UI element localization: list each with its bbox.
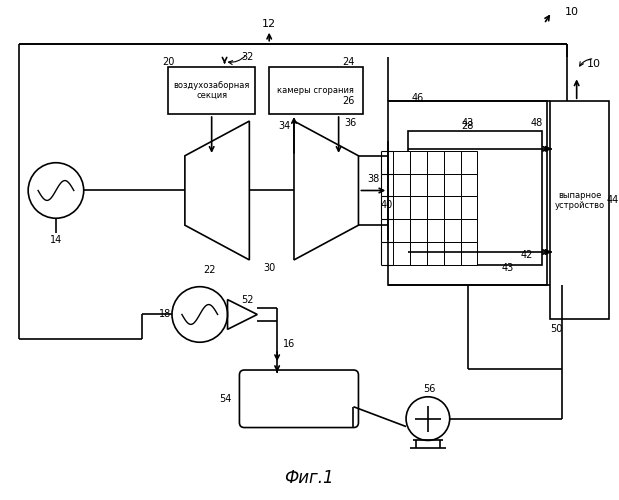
- Text: 10: 10: [587, 58, 600, 68]
- FancyBboxPatch shape: [410, 174, 427, 197]
- FancyBboxPatch shape: [393, 220, 410, 242]
- Text: 42: 42: [521, 250, 533, 260]
- FancyBboxPatch shape: [240, 370, 358, 428]
- Text: 56: 56: [423, 384, 436, 394]
- Text: 40: 40: [380, 200, 392, 210]
- Text: 12: 12: [262, 19, 276, 29]
- FancyBboxPatch shape: [427, 151, 444, 174]
- Text: 26: 26: [342, 96, 355, 106]
- FancyBboxPatch shape: [393, 174, 410, 197]
- Text: 52: 52: [241, 294, 254, 304]
- FancyBboxPatch shape: [444, 151, 461, 174]
- Text: 16: 16: [283, 339, 295, 349]
- FancyBboxPatch shape: [461, 196, 477, 220]
- FancyBboxPatch shape: [461, 242, 477, 265]
- Text: 20: 20: [162, 56, 174, 66]
- Text: 50: 50: [551, 324, 563, 334]
- FancyBboxPatch shape: [427, 174, 444, 197]
- FancyBboxPatch shape: [410, 242, 427, 265]
- FancyBboxPatch shape: [393, 196, 410, 220]
- FancyBboxPatch shape: [408, 131, 542, 265]
- Text: 30: 30: [263, 263, 275, 273]
- Text: камеры сгорания: камеры сгорания: [277, 86, 354, 95]
- FancyBboxPatch shape: [410, 196, 427, 220]
- FancyBboxPatch shape: [427, 242, 444, 265]
- Text: 38: 38: [367, 174, 379, 184]
- FancyBboxPatch shape: [444, 196, 461, 220]
- Text: 10: 10: [565, 7, 579, 17]
- Text: 28: 28: [461, 121, 474, 131]
- Text: 22: 22: [204, 265, 216, 275]
- FancyBboxPatch shape: [427, 196, 444, 220]
- FancyBboxPatch shape: [410, 151, 427, 174]
- Text: 36: 36: [344, 118, 357, 128]
- Text: 34: 34: [278, 121, 290, 131]
- FancyBboxPatch shape: [461, 151, 477, 174]
- Text: 44: 44: [606, 196, 618, 205]
- FancyBboxPatch shape: [388, 101, 547, 284]
- FancyBboxPatch shape: [393, 151, 410, 174]
- Text: 24: 24: [342, 56, 355, 66]
- Text: 14: 14: [50, 235, 62, 245]
- Text: воздухозаборная
секция: воздухозаборная секция: [173, 80, 250, 100]
- FancyBboxPatch shape: [393, 242, 410, 265]
- FancyBboxPatch shape: [269, 66, 363, 114]
- Text: 32: 32: [241, 52, 254, 62]
- FancyBboxPatch shape: [410, 220, 427, 242]
- FancyBboxPatch shape: [550, 101, 609, 320]
- FancyBboxPatch shape: [427, 220, 444, 242]
- Text: 54: 54: [219, 394, 232, 404]
- Text: 43: 43: [501, 263, 513, 273]
- FancyBboxPatch shape: [444, 174, 461, 197]
- Text: 43: 43: [461, 118, 474, 128]
- Text: 48: 48: [531, 118, 543, 128]
- FancyBboxPatch shape: [168, 66, 255, 114]
- FancyBboxPatch shape: [461, 174, 477, 197]
- FancyBboxPatch shape: [461, 220, 477, 242]
- Text: Фиг.1: Фиг.1: [284, 469, 334, 487]
- Text: 18: 18: [159, 310, 171, 320]
- FancyBboxPatch shape: [444, 220, 461, 242]
- Text: выпарное
устройство: выпарное устройство: [555, 190, 605, 210]
- Text: 46: 46: [412, 93, 424, 103]
- FancyBboxPatch shape: [444, 242, 461, 265]
